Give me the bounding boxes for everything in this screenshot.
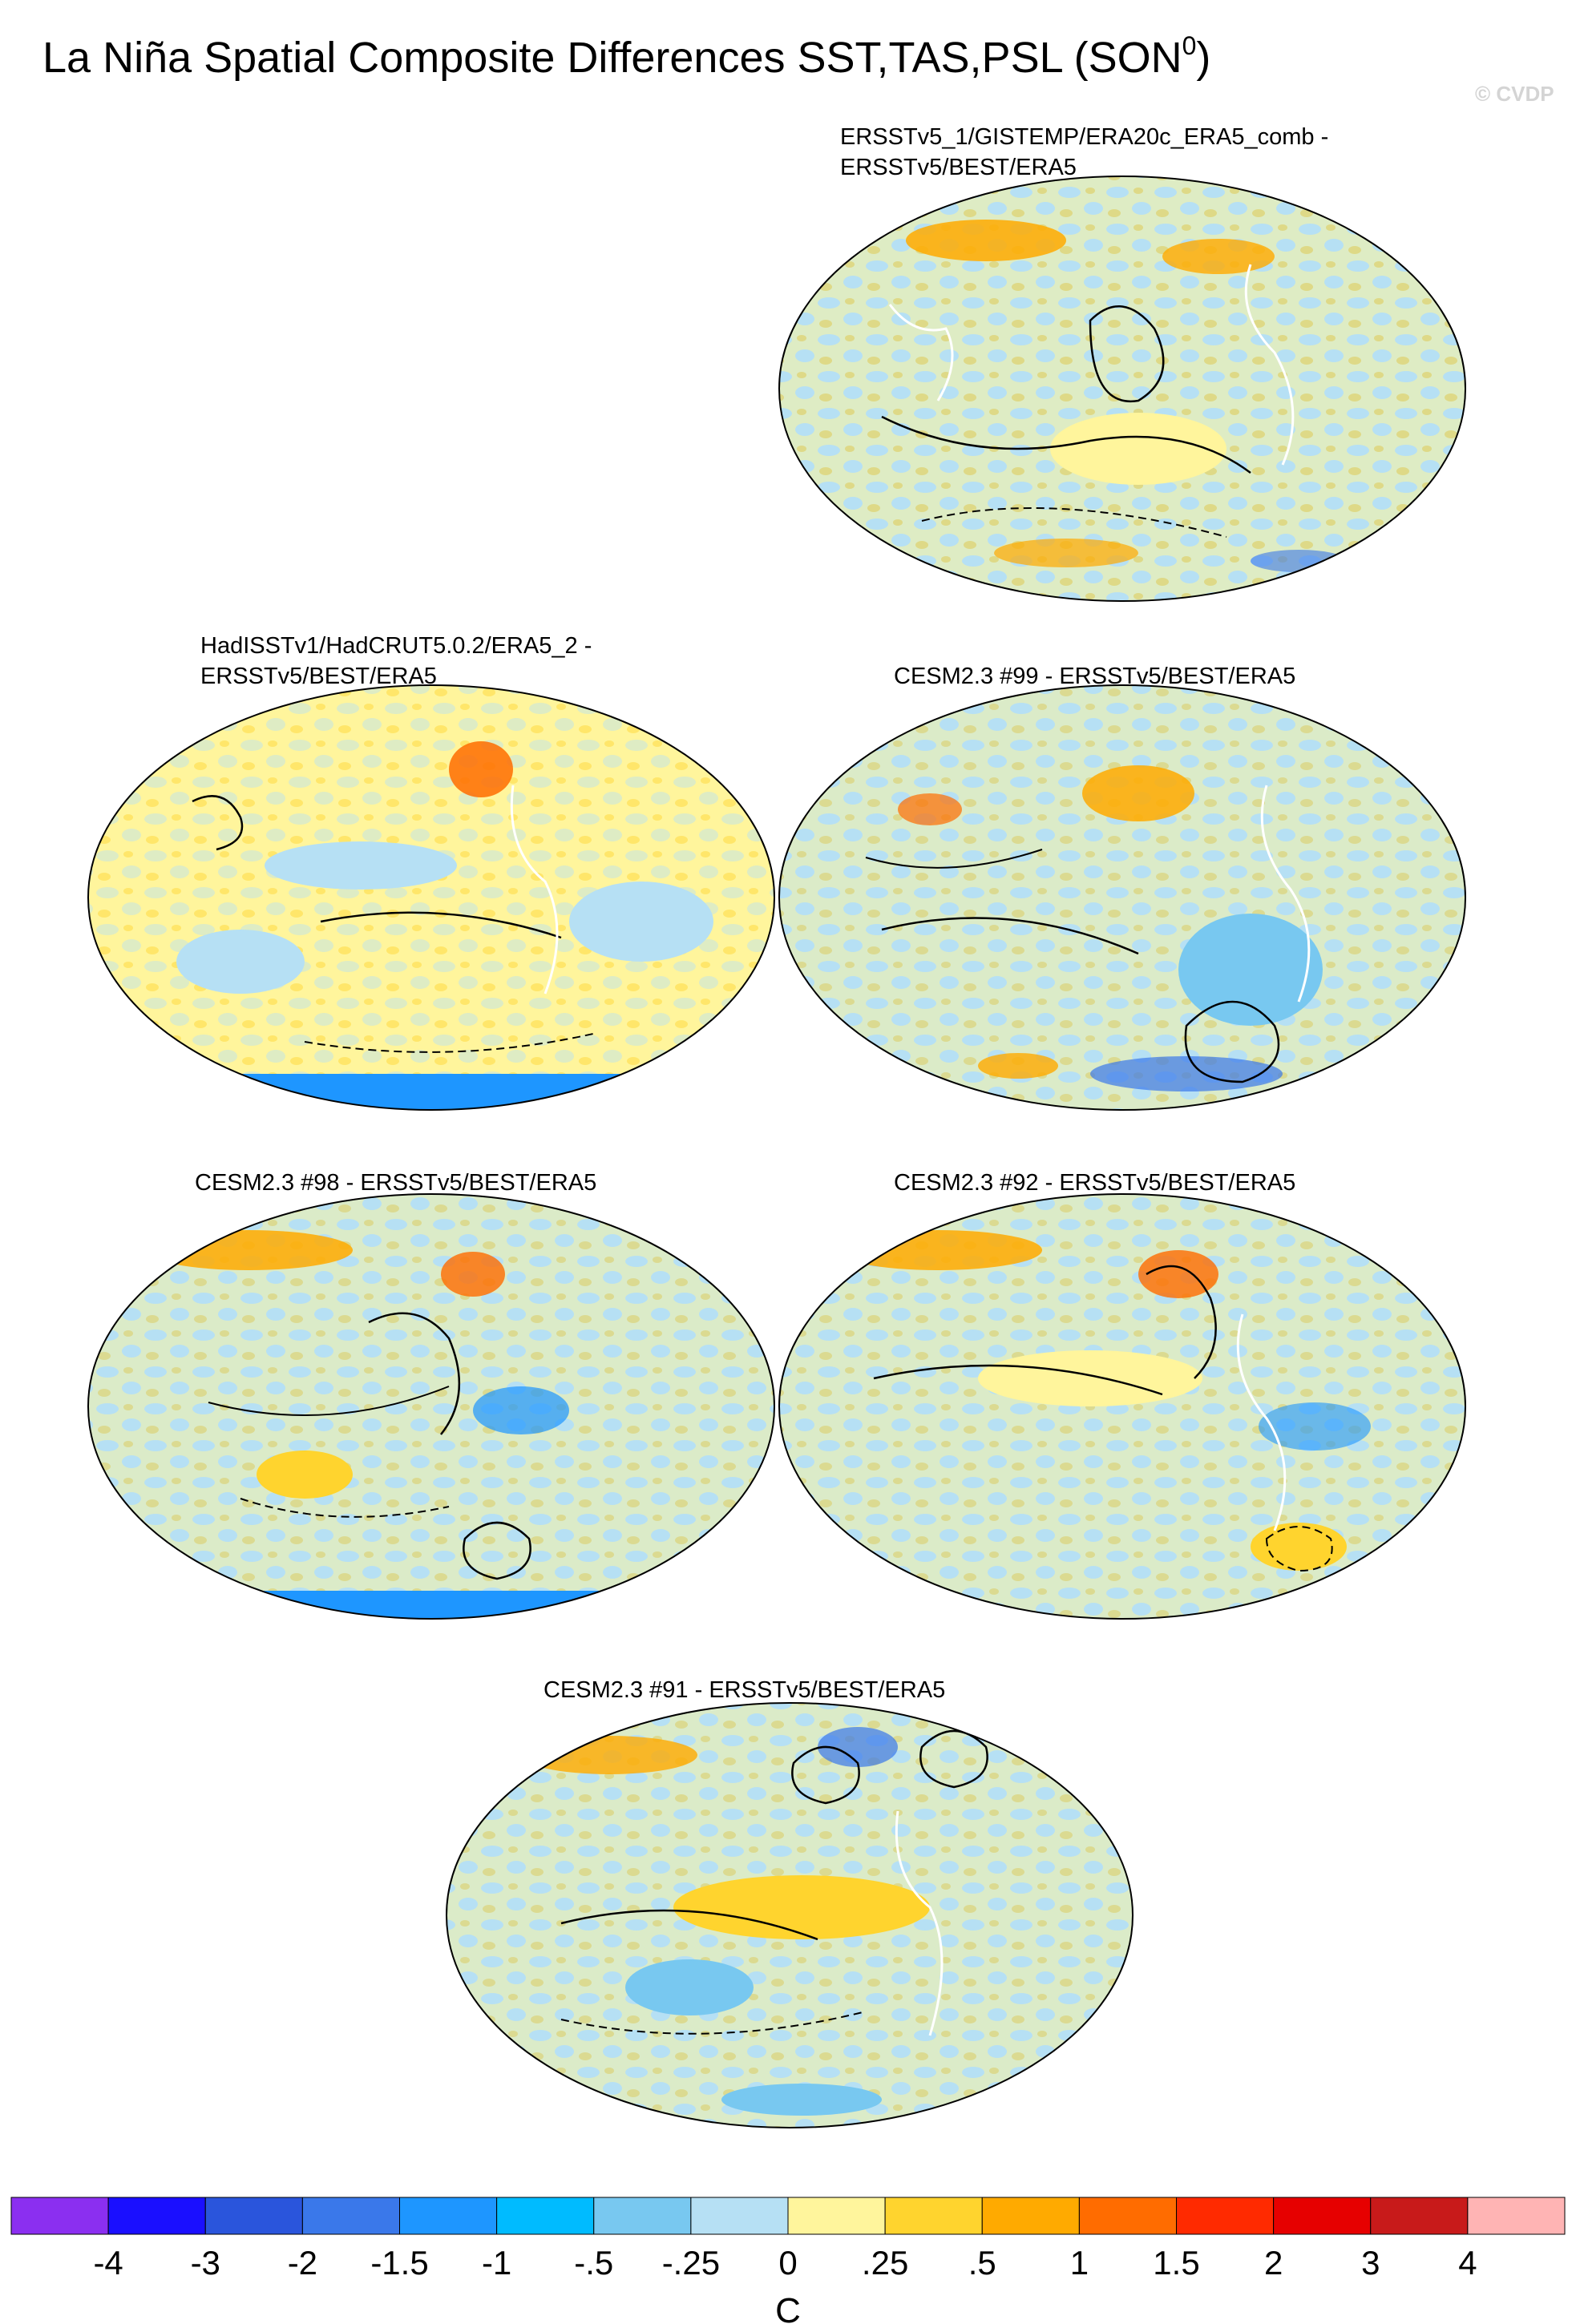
map-panel-p4: CESM2.3 #98 - ERSSTv5/BEST/ERA5 xyxy=(87,1170,775,1620)
map-panel-p5: CESM2.3 #92 - ERSSTv5/BEST/ERA5 xyxy=(778,1170,1466,1620)
colorbar-tick-label: 4 xyxy=(1458,2244,1477,2282)
panel-title-p2-line2: ERSSTv5/BEST/ERA5 xyxy=(200,664,437,689)
colorbar-swatch xyxy=(1078,2197,1177,2235)
colorbar: -4 -3 -2 -1.5 -1 -.5 -.25 0 .25 .5 1 1.5 2 3 4 C xyxy=(10,2197,1566,2324)
colorbar-swatches xyxy=(10,2197,1566,2235)
map-field-p5 xyxy=(779,1194,1465,1619)
map-field-p3 xyxy=(779,685,1465,1110)
colorbar-tick-label: -.5 xyxy=(574,2244,613,2282)
map-panel-p2: HadISSTv1/HadCRUT5.0.2/ERA5_2 - ERSSTv5/… xyxy=(87,633,775,1111)
colorbar-tick-label: -4 xyxy=(93,2244,123,2282)
colorbar-swatch xyxy=(496,2197,595,2235)
colorbar-swatch xyxy=(1370,2197,1469,2235)
panel-title-p4: CESM2.3 #98 - ERSSTv5/BEST/ERA5 xyxy=(195,1170,596,1196)
panel-title-p1-line1: ERSSTv5_1/GISTEMP/ERA20c_ERA5_comb - xyxy=(840,124,1328,150)
colorbar-swatch xyxy=(107,2197,206,2235)
map-field-p4 xyxy=(88,1194,774,1619)
map-panel-p1: ERSSTv5_1/GISTEMP/ERA20c_ERA5_comb - ERS… xyxy=(778,124,1466,602)
colorbar-swatch xyxy=(301,2197,400,2235)
colorbar-swatch xyxy=(1176,2197,1275,2235)
colorbar-swatch xyxy=(399,2197,498,2235)
colorbar-tick-label: -.25 xyxy=(662,2244,720,2282)
colorbar-swatch xyxy=(1273,2197,1372,2235)
panel-title-p5: CESM2.3 #92 - ERSSTv5/BEST/ERA5 xyxy=(894,1170,1295,1196)
figure-title: La Niña Spatial Composite Differences SS… xyxy=(42,31,1210,82)
map-panel-p6: CESM2.3 #91 - ERSSTv5/BEST/ERA5 xyxy=(446,1677,1134,2128)
colorbar-tick-label: -2 xyxy=(288,2244,317,2282)
colorbar-tick-label: .5 xyxy=(968,2244,996,2282)
map-field-p6 xyxy=(447,1703,1133,2128)
map-panel-p3: CESM2.3 #99 - ERSSTv5/BEST/ERA5 xyxy=(778,664,1466,1111)
colorbar-tick-label: 1 xyxy=(1070,2244,1089,2282)
colorbar-tick-label: -1 xyxy=(482,2244,511,2282)
colorbar-swatch xyxy=(787,2197,886,2235)
colorbar-swatch xyxy=(884,2197,983,2235)
colorbar-swatch xyxy=(204,2197,303,2235)
colorbar-tick-label: 1.5 xyxy=(1153,2244,1199,2282)
map-field-p1 xyxy=(779,176,1465,601)
colorbar-swatch xyxy=(981,2197,1080,2235)
colorbar-tick-label: -1.5 xyxy=(370,2244,428,2282)
colorbar-tick-labels: -4 -3 -2 -1.5 -1 -.5 -.25 0 .25 .5 1 1.5 2 3 4 xyxy=(93,2244,1477,2282)
colorbar-tick-label: 0 xyxy=(778,2244,797,2282)
colorbar-swatch xyxy=(593,2197,692,2235)
panel-title-p3: CESM2.3 #99 - ERSSTv5/BEST/ERA5 xyxy=(894,664,1295,689)
panel-title-p1-line2: ERSSTv5/BEST/ERA5 xyxy=(840,155,1077,180)
colorbar-tick-label: 3 xyxy=(1361,2244,1380,2282)
panel-title-p6: CESM2.3 #91 - ERSSTv5/BEST/ERA5 xyxy=(544,1677,945,1703)
colorbar-swatch xyxy=(1467,2197,1566,2235)
colorbar-tick-label: 2 xyxy=(1264,2244,1283,2282)
map-field-p2 xyxy=(88,685,774,1110)
watermark: © CVDP xyxy=(1475,82,1554,106)
colorbar-tick-label: -3 xyxy=(191,2244,220,2282)
colorbar-swatch xyxy=(10,2197,109,2235)
colorbar-units: C xyxy=(775,2291,801,2324)
colorbar-swatch xyxy=(690,2197,789,2235)
colorbar-tick-label: .25 xyxy=(862,2244,908,2282)
panel-title-p2-line1: HadISSTv1/HadCRUT5.0.2/ERA5_2 - xyxy=(200,633,592,659)
